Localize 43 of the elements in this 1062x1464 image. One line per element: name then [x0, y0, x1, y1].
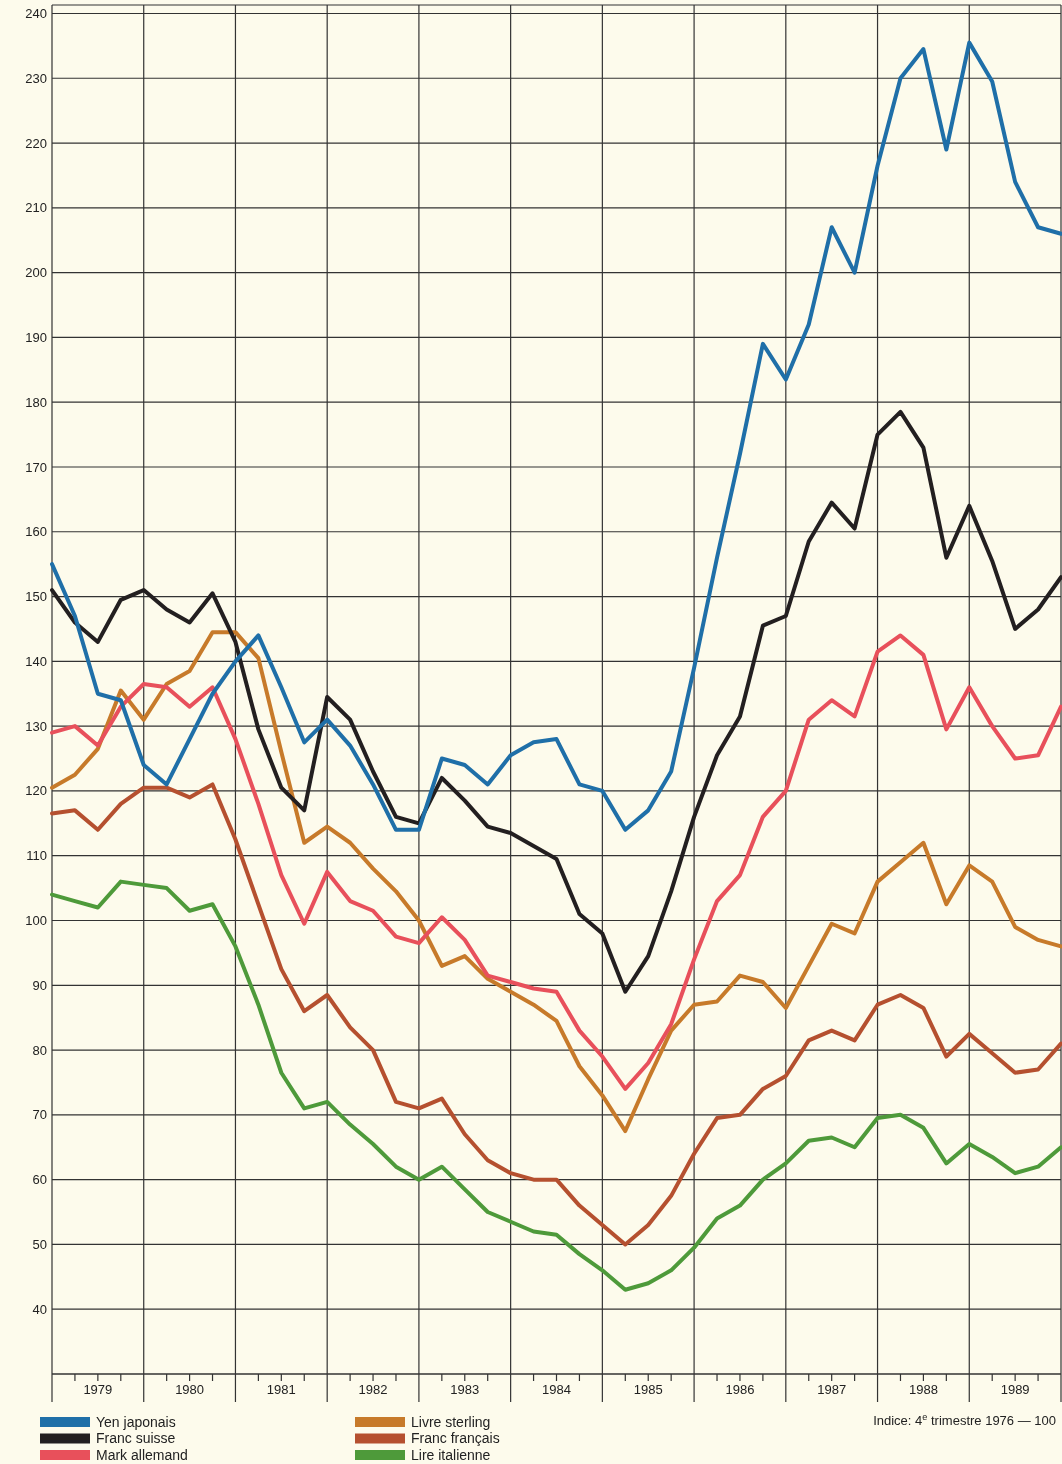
- y-tick-label: 80: [32, 1042, 47, 1058]
- legend-label: Franc français: [411, 1430, 500, 1447]
- line-series: [50, 40, 1062, 832]
- y-tick-label: 190: [25, 329, 47, 345]
- y-tick-label: 70: [32, 1107, 47, 1123]
- x-tick-label: 1987: [817, 1382, 847, 1397]
- x-tick-label: 1982: [358, 1382, 388, 1397]
- x-tick-label: 1986: [725, 1382, 755, 1397]
- y-tick-label: 50: [32, 1236, 47, 1252]
- text: Indice: 4$^{e}$ trimestre 1976 — 100: [873, 1412, 1056, 1428]
- y-tick-label: 140: [25, 653, 47, 669]
- y-tick-label: 110: [26, 848, 47, 864]
- line-series: [50, 879, 1062, 1292]
- y-tick-label: 100: [25, 913, 47, 929]
- line-series: [50, 409, 1062, 994]
- y-tick-label: 160: [25, 524, 47, 540]
- legend-label: Franc suisse: [96, 1430, 176, 1447]
- y-tick-label: 130: [25, 718, 47, 734]
- legend-label: Lire italienne: [411, 1446, 491, 1463]
- y-tick-label: 150: [25, 589, 47, 605]
- y-tick-label: 200: [25, 265, 47, 281]
- y-tick-label: 230: [25, 70, 47, 86]
- x-tick-label: 1984: [542, 1382, 571, 1397]
- x-tick-label: 1985: [633, 1382, 663, 1397]
- legend-label: Mark allemand: [96, 1446, 188, 1463]
- line-series: [50, 782, 1062, 1247]
- legend-label: Yen japonais: [96, 1413, 176, 1430]
- y-tick-label: 60: [32, 1172, 47, 1188]
- x-tick-label: 1979: [83, 1382, 113, 1397]
- x-tick-label: 1981: [266, 1382, 296, 1397]
- y-tick-label: 120: [25, 783, 47, 799]
- y-tick-label: 170: [25, 459, 47, 475]
- legend-label: Livre sterling: [411, 1413, 491, 1430]
- x-tick-label: 1989: [1000, 1382, 1030, 1397]
- x-tick-label: 1980: [175, 1382, 205, 1397]
- y-tick-label: 180: [25, 394, 47, 410]
- x-tick-label: 1988: [908, 1382, 938, 1397]
- y-tick-label: 40: [32, 1301, 47, 1317]
- x-tick-label: 1983: [450, 1382, 480, 1397]
- y-tick-label: 90: [32, 977, 47, 993]
- y-tick-label: 220: [25, 135, 47, 151]
- y-tick-label: 240: [25, 6, 47, 22]
- y-tick-label: 210: [25, 200, 47, 216]
